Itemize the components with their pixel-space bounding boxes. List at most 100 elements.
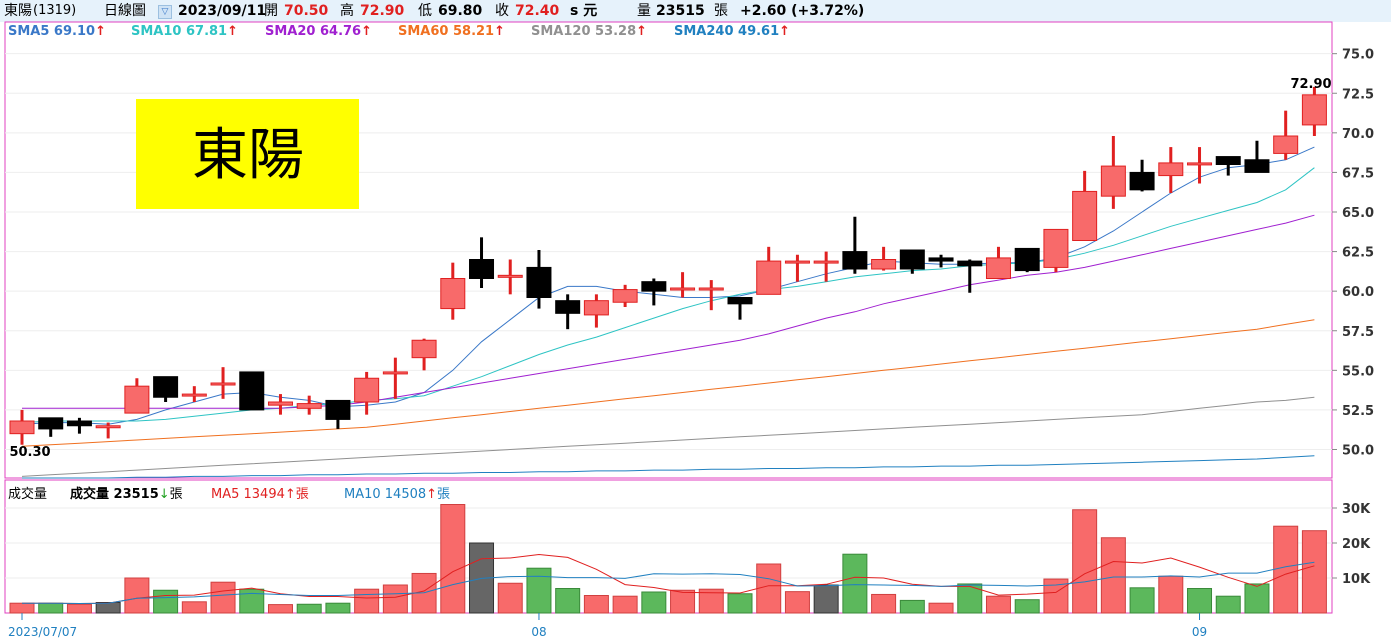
volume-bar[interactable] xyxy=(985,595,1011,614)
candle[interactable] xyxy=(784,254,810,282)
candle[interactable] xyxy=(153,376,179,402)
candle[interactable] xyxy=(239,371,265,411)
candle[interactable] xyxy=(9,409,35,445)
candle[interactable] xyxy=(382,357,408,399)
sma10-legend[interactable]: SMA10 67.81↑ xyxy=(131,24,239,39)
volume-bar[interactable] xyxy=(354,588,380,614)
volume-bar[interactable] xyxy=(325,602,351,614)
volume-bar[interactable] xyxy=(38,602,64,614)
volume-bar[interactable] xyxy=(1072,509,1098,614)
candle[interactable] xyxy=(670,272,696,298)
candle[interactable] xyxy=(440,262,466,320)
volume-bar[interactable] xyxy=(1187,588,1213,614)
volume-bar[interactable] xyxy=(899,599,925,614)
volume-bar[interactable] xyxy=(612,595,638,614)
volume-bar[interactable] xyxy=(210,581,236,614)
candle[interactable] xyxy=(985,246,1011,279)
candle[interactable] xyxy=(1301,86,1327,136)
candle[interactable] xyxy=(469,237,495,288)
candle[interactable] xyxy=(66,417,92,434)
candle[interactable] xyxy=(38,417,64,437)
volume-bar[interactable] xyxy=(497,582,523,614)
volume-bar[interactable] xyxy=(698,588,724,614)
candle[interactable] xyxy=(181,386,207,402)
candle[interactable] xyxy=(698,280,724,311)
candle[interactable] xyxy=(641,278,667,306)
volume-bar[interactable] xyxy=(784,591,810,614)
volume-bar[interactable] xyxy=(957,583,983,614)
candle[interactable] xyxy=(756,246,782,295)
volume-bar[interactable] xyxy=(1244,583,1270,614)
candle[interactable] xyxy=(727,297,753,320)
volume-bar[interactable] xyxy=(153,589,179,614)
candle[interactable] xyxy=(612,284,638,307)
volume-bar[interactable] xyxy=(1043,578,1069,614)
candle[interactable] xyxy=(1014,247,1040,273)
candle[interactable] xyxy=(1129,159,1155,192)
candle[interactable] xyxy=(296,395,322,415)
volume-bar[interactable] xyxy=(526,567,552,614)
volume-bar[interactable] xyxy=(727,593,753,614)
volume-bar[interactable] xyxy=(9,602,35,614)
volume-bar[interactable] xyxy=(181,601,207,614)
volume-bar[interactable] xyxy=(382,584,408,614)
candle[interactable] xyxy=(124,378,150,414)
candle[interactable] xyxy=(411,338,437,371)
candle[interactable] xyxy=(928,254,954,268)
candle[interactable] xyxy=(1158,147,1184,193)
volume-bar[interactable] xyxy=(641,591,667,614)
volume-bar[interactable] xyxy=(756,563,782,614)
vol-ma5-legend[interactable]: MA5 13494↑張 xyxy=(211,487,309,502)
candle[interactable] xyxy=(526,250,552,309)
sma20-legend[interactable]: SMA20 64.76↑ xyxy=(265,24,373,39)
volume-bar[interactable] xyxy=(124,577,150,614)
candle[interactable] xyxy=(842,216,868,274)
candle[interactable] xyxy=(267,394,293,415)
candle[interactable] xyxy=(1043,228,1069,273)
volume-bar[interactable] xyxy=(813,584,839,614)
volume-bar[interactable] xyxy=(1215,595,1241,614)
candle[interactable] xyxy=(1187,147,1213,184)
candle[interactable] xyxy=(1244,140,1270,173)
volume-legend-item[interactable]: 成交量 23515↓張 xyxy=(70,487,183,502)
volume-bar[interactable] xyxy=(267,604,293,614)
vol-ma10-legend[interactable]: MA10 14508↑張 xyxy=(344,487,451,502)
period-dropdown-icon[interactable]: ▽ xyxy=(158,5,172,19)
candle[interactable] xyxy=(813,251,839,282)
sma120-legend[interactable]: SMA120 53.28↑ xyxy=(531,24,648,39)
volume-bar[interactable] xyxy=(842,553,868,614)
volume-bar[interactable] xyxy=(1273,525,1299,614)
candle[interactable] xyxy=(957,259,983,293)
volume-bar[interactable] xyxy=(1014,599,1040,614)
volume-bar[interactable] xyxy=(871,593,897,614)
candle[interactable] xyxy=(1100,136,1126,209)
volume-bar[interactable] xyxy=(95,602,121,614)
candle[interactable] xyxy=(1072,170,1098,242)
volume-bar[interactable] xyxy=(1100,537,1126,614)
volume-bar[interactable] xyxy=(239,588,265,614)
volume-bar[interactable] xyxy=(1158,575,1184,614)
candle[interactable] xyxy=(555,294,581,330)
volume-bar[interactable] xyxy=(296,603,322,614)
candle[interactable] xyxy=(210,367,236,399)
candle[interactable] xyxy=(871,246,897,271)
sma5-legend[interactable]: SMA5 69.10↑ xyxy=(8,24,106,39)
volume-bar[interactable] xyxy=(1129,587,1155,614)
candle[interactable] xyxy=(497,259,523,295)
candle[interactable] xyxy=(95,422,121,439)
volume-bar[interactable] xyxy=(583,595,609,614)
candle[interactable] xyxy=(1215,156,1241,176)
candle[interactable] xyxy=(583,294,609,328)
volume-bar[interactable] xyxy=(66,603,92,614)
volume-bar[interactable] xyxy=(670,589,696,614)
candle[interactable] xyxy=(899,249,925,274)
volume-bar[interactable] xyxy=(928,602,954,614)
candle[interactable] xyxy=(354,371,380,415)
period-label[interactable]: 日線圖 xyxy=(104,3,146,19)
sma240-legend[interactable]: SMA240 49.61↑ xyxy=(674,24,791,39)
sma60-legend[interactable]: SMA60 58.21↑ xyxy=(398,24,506,39)
candle[interactable] xyxy=(1273,110,1299,160)
volume-bar[interactable] xyxy=(555,588,581,614)
volume-bar[interactable] xyxy=(1301,530,1327,614)
